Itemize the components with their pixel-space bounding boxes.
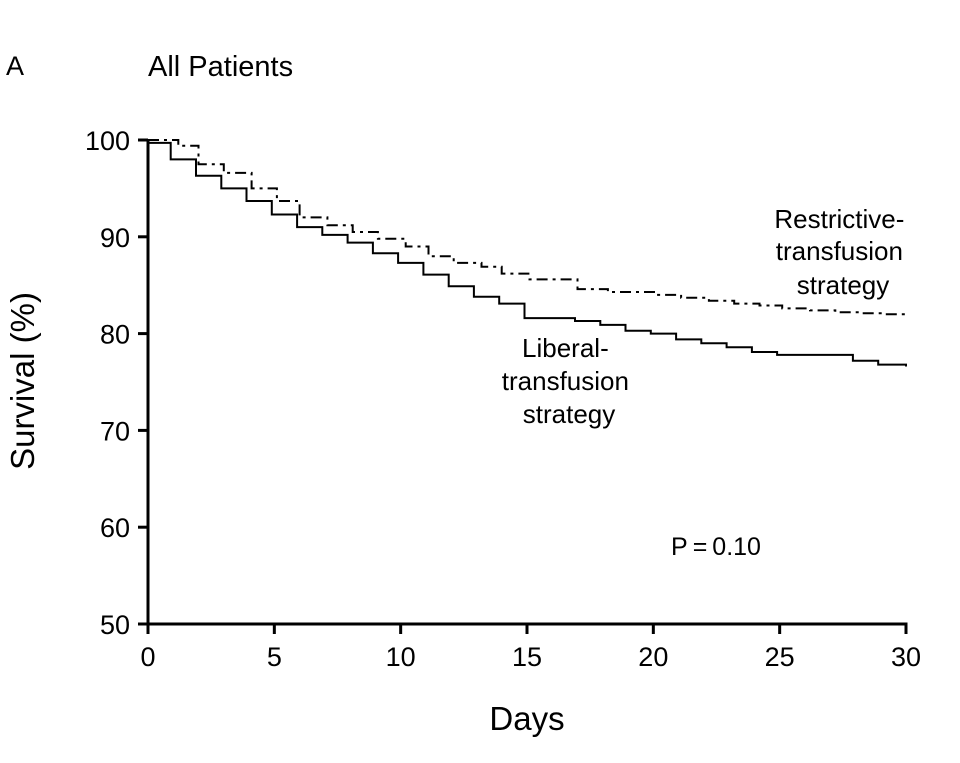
chart-title: All Patients: [148, 51, 293, 83]
liberal-label-line-3: strategy: [523, 399, 616, 429]
x-tick-label: 20: [638, 642, 668, 672]
y-axis-title: Survival (%): [4, 292, 41, 470]
x-tick-label: 30: [891, 642, 921, 672]
x-axis: 0 5 10 15 20 25 30: [140, 622, 921, 672]
liberal-strategy-label: Liberal- transfusion strategy: [502, 333, 636, 429]
y-tick-label: 80: [100, 320, 130, 350]
series-layer: [148, 139, 907, 367]
restrictive-label-line-1: Restrictive-: [774, 204, 904, 234]
x-tick-label: 15: [512, 642, 542, 672]
panel-label: A: [6, 51, 24, 81]
y-tick-label: 90: [100, 223, 130, 253]
restrictive-survival-curve: [148, 139, 907, 316]
p-value-annotation: P = 0.10: [671, 533, 761, 561]
liberal-label-line-1: Liberal-: [522, 333, 609, 363]
restrictive-label-line-3: strategy: [797, 270, 890, 300]
x-axis-title: Days: [489, 700, 564, 737]
x-tick-label: 0: [140, 642, 155, 672]
y-axis: 50 60 70 80 90 100: [85, 126, 150, 640]
restrictive-label-line-2: transfusion: [776, 236, 903, 266]
y-tick-label: 100: [85, 126, 130, 156]
y-tick-label: 60: [100, 513, 130, 543]
y-tick-label: 70: [100, 416, 130, 446]
liberal-label-line-2: transfusion: [502, 366, 629, 396]
liberal-survival-curve: [148, 141, 907, 367]
x-tick-label: 10: [386, 642, 416, 672]
y-tick-label: 50: [100, 610, 130, 640]
restrictive-strategy-label: Restrictive- transfusion strategy: [774, 204, 911, 300]
x-tick-label: 25: [765, 642, 795, 672]
x-tick-label: 5: [267, 642, 282, 672]
